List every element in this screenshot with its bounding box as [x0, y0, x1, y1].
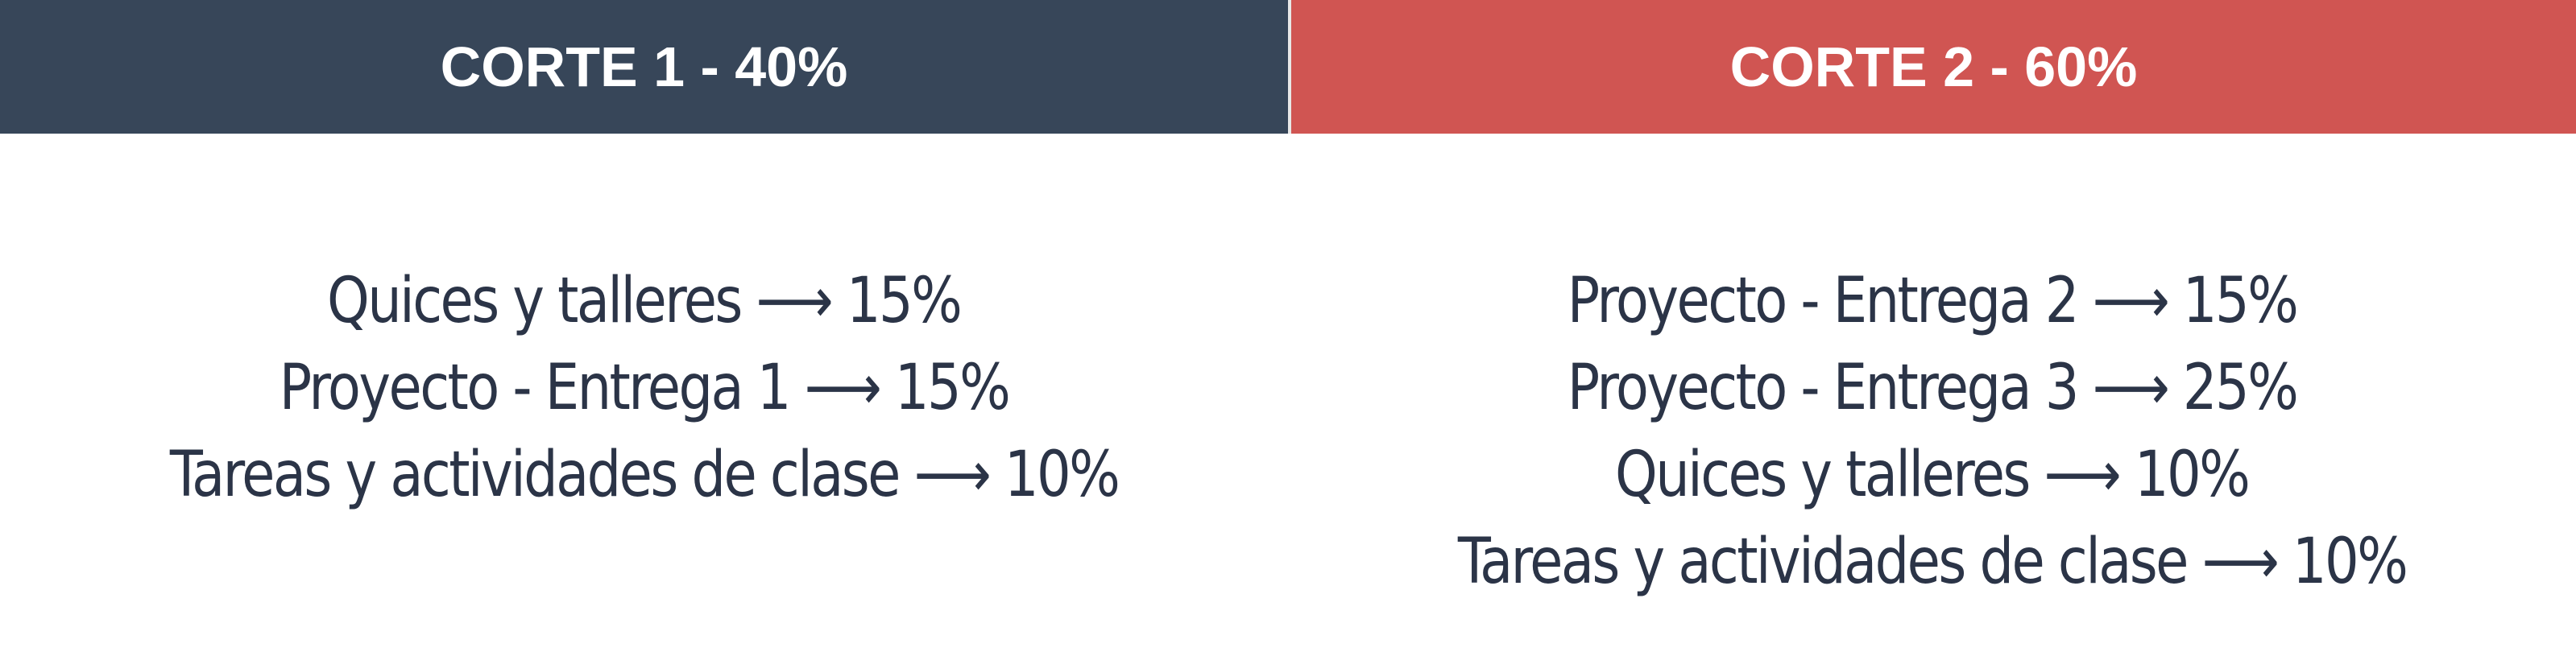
- corte-1-item: Tareas y actividades de clase ⟶ 10%: [169, 439, 1120, 511]
- corte-2-item: Proyecto - Entrega 3 ⟶ 25%: [1567, 352, 2299, 424]
- corte-2-items: Proyecto - Entrega 2 ⟶ 15% Proyecto - En…: [1288, 134, 2576, 652]
- corte-2-column: CORTE 2 - 60% Proyecto - Entrega 2 ⟶ 15%…: [1288, 0, 2576, 652]
- corte-2-header: CORTE 2 - 60%: [1288, 0, 2576, 134]
- corte-1-item: Proyecto - Entrega 1 ⟶ 15%: [279, 352, 1011, 424]
- corte-2-item: Proyecto - Entrega 2 ⟶ 15%: [1567, 265, 2299, 337]
- corte-1-items: Quices y talleres ⟶ 15% Proyecto - Entre…: [0, 134, 1288, 652]
- corte-1-column: CORTE 1 - 40% Quices y talleres ⟶ 15% Pr…: [0, 0, 1288, 652]
- corte-1-item: Quices y talleres ⟶ 15%: [327, 265, 963, 337]
- corte-1-header: CORTE 1 - 40%: [0, 0, 1288, 134]
- corte-2-item: Tareas y actividades de clase ⟶ 10%: [1457, 526, 2408, 598]
- corte-2-item: Quices y talleres ⟶ 10%: [1615, 439, 2251, 511]
